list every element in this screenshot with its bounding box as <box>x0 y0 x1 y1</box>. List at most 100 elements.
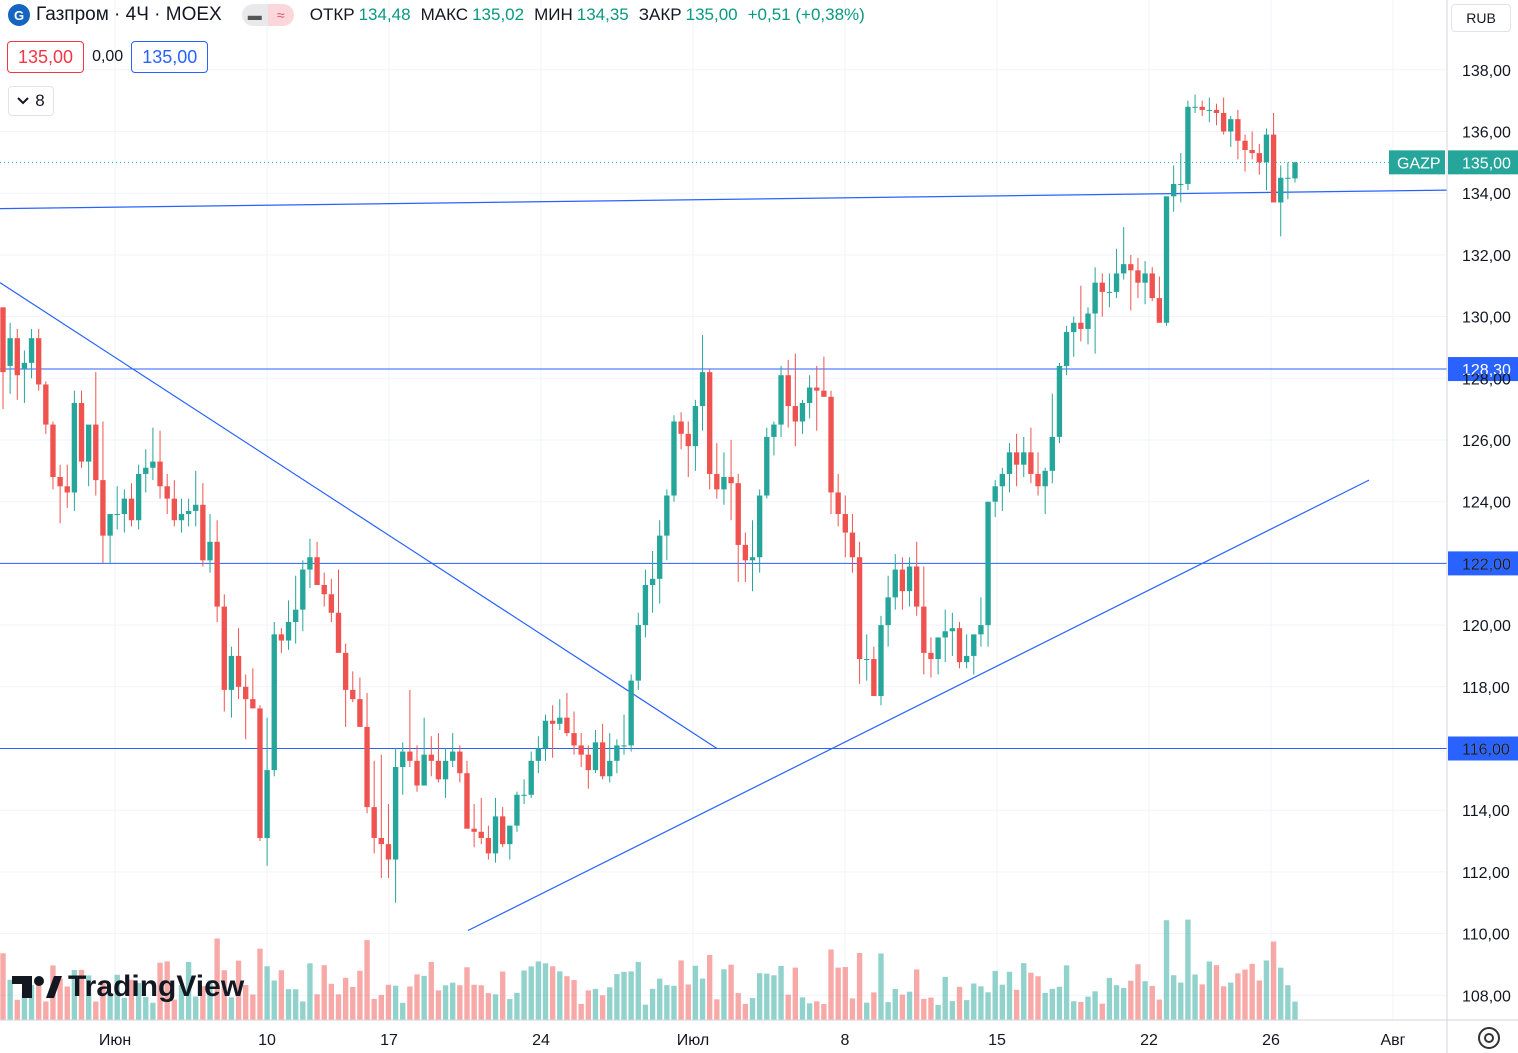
indicators-toggle[interactable]: 8 <box>8 86 54 116</box>
sell-button[interactable]: 135,00 <box>7 41 85 73</box>
candle-body <box>649 578 656 585</box>
time-tick-label: Июл <box>677 1032 709 1049</box>
candle-body <box>842 514 848 533</box>
approx-icon[interactable]: ≈ <box>267 4 294 26</box>
time-tick-label: 17 <box>380 1032 398 1049</box>
volume-bar <box>814 1001 820 1020</box>
candle-body <box>799 402 806 422</box>
volume-bar <box>78 969 85 1020</box>
candle-body <box>1013 452 1020 465</box>
volume-bar <box>385 984 392 1020</box>
candle-body <box>1256 153 1262 163</box>
chart-style-toggle[interactable]: ▬ ≈ <box>241 4 294 26</box>
volume-bar <box>342 977 349 1020</box>
candle-body <box>157 461 163 487</box>
level-price-tag <box>1448 736 1518 761</box>
volume-bar <box>785 994 791 1020</box>
chart-header: G Газпром · 4Ч · MOEX ▬ ≈ ОТКР 134,48 МАК… <box>8 4 871 26</box>
candle-body <box>214 541 220 607</box>
volume-bar <box>1285 985 1291 1020</box>
candle-body <box>699 372 706 407</box>
volume-bar <box>1270 941 1277 1020</box>
candle-body <box>592 742 599 771</box>
candle-body <box>814 387 820 391</box>
candle-body <box>856 557 863 660</box>
volume-bar <box>1006 971 1013 1020</box>
volume-bar <box>778 965 784 1020</box>
volume-bar <box>7 979 13 1020</box>
last-price-line: GAZP 135,00 <box>0 150 1518 175</box>
volume-bar <box>571 980 577 1020</box>
candle-body <box>414 760 420 786</box>
volume-bar <box>935 1004 941 1020</box>
volume-bar <box>143 997 149 1020</box>
volume-bar <box>357 970 363 1020</box>
volume-bar <box>657 978 663 1020</box>
symbol-tag-label: GAZP <box>1397 155 1441 172</box>
volume-bar <box>243 984 249 1020</box>
volume-bar <box>842 967 848 1020</box>
volume-bar <box>457 985 463 1020</box>
volume-bar <box>992 970 998 1020</box>
candle-body <box>64 486 70 493</box>
volume-bar <box>164 961 170 1020</box>
candle-body <box>1135 270 1141 283</box>
volume-bar <box>1021 963 1027 1020</box>
candle-body <box>450 751 456 761</box>
high-label: МАКС <box>420 5 469 24</box>
candle-body <box>971 634 977 656</box>
volume-bar <box>257 948 263 1020</box>
candle-body <box>528 760 534 795</box>
symbol-title[interactable]: Газпром · 4Ч · MOEX <box>36 4 222 25</box>
candle-body <box>764 436 770 496</box>
volume-bar <box>849 998 856 1020</box>
time-tick-label: 24 <box>532 1032 550 1049</box>
candle-body <box>635 625 641 681</box>
volume-bar <box>428 962 434 1020</box>
candle-body <box>221 606 227 690</box>
settings-gear-icon[interactable] <box>1478 1027 1500 1049</box>
candle-body <box>321 584 327 595</box>
candle-body <box>93 424 99 481</box>
volume-bar <box>528 966 534 1020</box>
volume-bar <box>14 999 20 1020</box>
volume-bar <box>157 962 163 1020</box>
volume-bar <box>21 994 28 1020</box>
candle-body <box>1292 162 1298 179</box>
volume-bar <box>285 989 292 1020</box>
level-price-label: 128,30 <box>1462 362 1511 379</box>
candle-body <box>935 637 941 660</box>
volume-bar <box>271 980 277 1020</box>
time-tick-label: Июн <box>99 1032 131 1049</box>
candle-body <box>78 402 85 462</box>
gazprom-logo-icon: G <box>8 4 30 26</box>
candle-body <box>878 625 884 697</box>
volume-bar <box>564 976 570 1020</box>
candle-body <box>657 535 663 579</box>
candle-body <box>342 652 349 690</box>
tradingview-mark-icon <box>12 976 62 998</box>
price-tick-label: 138,00 <box>1462 63 1511 80</box>
candle-body <box>428 754 434 761</box>
buy-button[interactable]: 135,00 <box>131 41 209 73</box>
candle-body <box>14 338 20 376</box>
candle-body <box>985 501 991 626</box>
candle-body <box>771 424 777 437</box>
volume-bar <box>721 969 727 1020</box>
volume-bar <box>64 986 70 1020</box>
volume-bar <box>592 988 599 1020</box>
volume-bar <box>1085 996 1091 1020</box>
currency-selector[interactable]: RUB <box>1451 4 1511 32</box>
volume-bar <box>614 974 620 1020</box>
volume-bar <box>607 987 613 1020</box>
candle-body <box>928 652 934 660</box>
minus-icon[interactable]: ▬ <box>241 4 268 26</box>
candle-body <box>1071 322 1077 333</box>
tradingview-logo[interactable]: TradingView <box>12 970 244 1004</box>
volume-bar <box>1142 981 1148 1020</box>
volume-bar <box>578 1003 584 1020</box>
level-price-label: 116,00 <box>1462 742 1510 759</box>
volume-bar <box>350 986 356 1020</box>
candle-body <box>1063 332 1070 366</box>
